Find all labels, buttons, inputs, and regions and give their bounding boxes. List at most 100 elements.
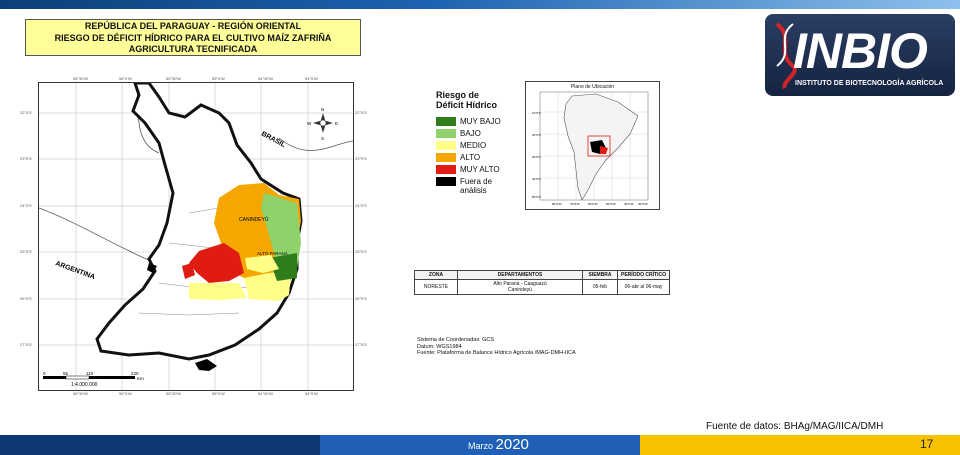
- label-brasil: BRASIL: [260, 131, 287, 150]
- legend-item-fuera: Fuera de análisis: [436, 177, 526, 195]
- legend-label-muy-bajo: MUY BAJO: [460, 117, 501, 126]
- locator-bottom-tick-1: 80°0'W: [552, 202, 562, 206]
- title-line-1: REPÚBLICA DEL PARAGUAY - REGIÓN ORIENTAL: [84, 21, 302, 31]
- tick-top-6: 54°0'W: [305, 76, 318, 81]
- compass-n: N: [321, 107, 324, 112]
- swatch-muy-bajo: [436, 117, 456, 126]
- zone-medio-3: [189, 283, 247, 300]
- th-siembra: SIEMBRA: [582, 270, 618, 280]
- locator-left-tick-1: 10°0'S: [532, 111, 541, 115]
- tick-top-3: 55°30'W: [166, 76, 182, 81]
- locator-left-tick-2: 20°0'S: [532, 133, 541, 137]
- legend-label-fuera-2: análisis: [460, 186, 487, 195]
- locator-bottom-tick-2: 70°0'W: [570, 202, 580, 206]
- page-number: 17: [920, 437, 934, 451]
- map-title: REPÚBLICA DEL PARAGUAY - REGIÓN ORIENTAL…: [25, 19, 361, 56]
- tick-left-1: 22°0'S: [20, 110, 32, 115]
- scale-mark-220: 220: [131, 371, 139, 376]
- footer-month: Marzo: [468, 441, 494, 451]
- tick-right-5: 26°0'S: [355, 296, 367, 301]
- scale-unit: Km: [137, 376, 144, 381]
- tick-top-1: 56°30'W: [73, 76, 89, 81]
- footer-date: Marzo 2020: [468, 436, 529, 453]
- logo-name: INBIO: [793, 23, 928, 79]
- legend-label-bajo: BAJO: [460, 129, 481, 138]
- scale-ratio: 1:4.000.000: [71, 382, 98, 388]
- zone-muy-bajo: [269, 253, 297, 281]
- locator-left-tick-4: 40°0'S: [532, 177, 541, 181]
- compass-e: E: [335, 121, 338, 126]
- locator-bottom-tick-6: 30°0'W: [638, 202, 648, 206]
- tick-bottom-3: 55°30'W: [166, 391, 182, 396]
- tick-left-3: 24°0'S: [20, 203, 32, 208]
- locator-svg: 10°0'S 20°0'S 30°0'S 40°0'S 50°0'S 80°0'…: [532, 91, 649, 206]
- tick-bottom-6: 54°0'W: [305, 391, 318, 396]
- legend-item-muy-alto: MUY ALTO: [436, 165, 526, 174]
- footer-bar: [0, 435, 960, 455]
- zone-fuera-analisis: [195, 359, 217, 371]
- locator-bottom-tick-5: 40°0'W: [624, 202, 634, 206]
- locator-bottom-tick-3: 60°0'W: [588, 202, 598, 206]
- argentina-border: [39, 207, 152, 262]
- tick-top-5: 54°30'W: [258, 76, 274, 81]
- tick-left-2: 23°0'S: [20, 156, 32, 161]
- table-row: NORESTE Alto Paraná - Caaguazú Canindeyú…: [414, 279, 670, 295]
- zone-muy-alto: [189, 243, 244, 283]
- scale-mark-110: 110: [86, 371, 94, 376]
- tick-left-5: 26°0'S: [20, 296, 32, 301]
- dna-icon: [775, 22, 797, 90]
- scale-bar: 0 55 110 220 Km 1:4.000.000: [43, 371, 153, 396]
- meta-datum: Datum: WGS1984: [417, 343, 462, 350]
- legend-item-muy-bajo: MUY BAJO: [436, 117, 526, 126]
- compass-w: W: [307, 121, 312, 126]
- zone-table: ZONA DEPARTAMENTOS SIEMBRA PERÍODO CRÍTI…: [414, 270, 670, 295]
- meta-source: Fuente: Plataforma de Balance Hídrico Ag…: [417, 350, 576, 356]
- tick-right-2: 23°0'S: [355, 156, 367, 161]
- tick-bottom-5: 54°30'W: [258, 391, 274, 396]
- map-metadata: Sistema de Coordenadas: GCS Datum: WGS19…: [417, 337, 576, 357]
- locator-bottom-tick-4: 50°0'W: [606, 202, 616, 206]
- legend-label-muy-alto: MUY ALTO: [460, 165, 500, 174]
- label-alto-parana: ALTO PARANÁ: [257, 250, 288, 256]
- cell-periodo: 06-abr al 06-may: [617, 279, 670, 295]
- brasil-border: [278, 137, 353, 151]
- tick-right-1: 22°0'S: [355, 110, 367, 115]
- legend-title-line-2: Déficit Hídrico: [436, 100, 498, 110]
- scale-mark-0: 0: [43, 371, 46, 376]
- title-line-2: RIESGO DE DÉFICIT HÍDRICO PARA EL CULTIV…: [54, 32, 332, 43]
- legend: Riesgo de Déficit Hídrico MUY BAJO BAJO …: [436, 90, 526, 195]
- tick-top-2: 56°0'W: [119, 76, 132, 81]
- swatch-bajo: [436, 129, 456, 138]
- risk-map-svg: BRASIL ARGENTINA CANINDEYÚ ALTO PARANÁ N…: [39, 83, 353, 390]
- locator-map: Plano de Ubicación 10°0'S 20°0'S 30°0'S …: [525, 81, 660, 210]
- cell-siembra: 05-feb: [582, 279, 618, 295]
- risk-map: BRASIL ARGENTINA CANINDEYÚ ALTO PARANÁ N…: [38, 82, 354, 391]
- tick-bottom-2: 56°0'W: [119, 391, 132, 396]
- cell-departamentos: Alto Paraná - Caaguazú Canindeyú: [457, 279, 583, 295]
- table-header-row: ZONA DEPARTAMENTOS SIEMBRA PERÍODO CRÍTI…: [414, 270, 670, 280]
- label-argentina: ARGENTINA: [54, 260, 96, 281]
- cell-dept-line-2: Canindeyú: [508, 287, 532, 293]
- swatch-fuera: [436, 177, 456, 186]
- compass: N S E W: [307, 107, 338, 141]
- cell-zona: NORESTE: [414, 279, 458, 295]
- legend-item-medio: MEDIO: [436, 141, 526, 150]
- meta-coord-system: Sistema de Coordenadas: GCS: [417, 337, 495, 343]
- zone-fuera-analisis-2: [147, 263, 157, 273]
- swatch-alto: [436, 153, 456, 162]
- swatch-medio: [436, 141, 456, 150]
- legend-item-bajo: BAJO: [436, 129, 526, 138]
- tick-top-4: 55°0'W: [212, 76, 225, 81]
- zone-muy-alto-2: [182, 263, 195, 279]
- top-bar: [0, 0, 960, 9]
- compass-s: S: [321, 136, 324, 141]
- locator-title: Plano de Ubicación: [570, 84, 615, 90]
- swatch-muy-alto: [436, 165, 456, 174]
- tick-bottom-1: 56°30'W: [73, 391, 89, 396]
- tick-right-3: 24°0'S: [355, 203, 367, 208]
- th-periodo: PERÍODO CRÍTICO: [617, 270, 670, 280]
- legend-label-medio: MEDIO: [460, 141, 487, 150]
- zone-medio-2: [245, 255, 279, 273]
- legend-item-alto: ALTO: [436, 153, 526, 162]
- legend-title: Riesgo de Déficit Hídrico: [436, 90, 526, 110]
